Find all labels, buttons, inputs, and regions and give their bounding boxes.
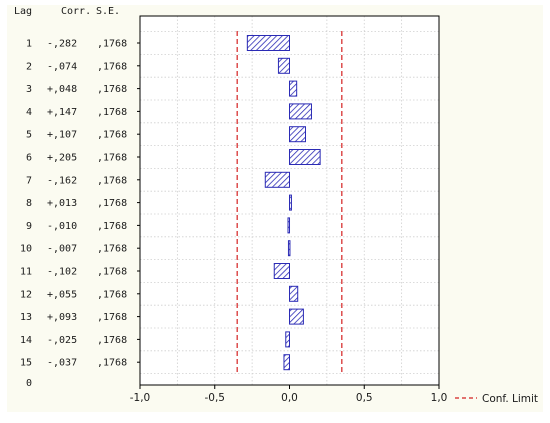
x-tick-label: 1,0: [431, 392, 448, 404]
row-lag-label: 6: [26, 153, 32, 164]
x-tick-label: 0,0: [281, 392, 298, 404]
x-tick-label: 0,5: [356, 392, 373, 404]
row-lag-label: 14: [20, 335, 32, 346]
row-lag-label: 4: [26, 107, 32, 118]
row-se-value: ,1768: [97, 84, 127, 95]
correlation-bar: [283, 354, 291, 371]
correlation-bar: [289, 126, 306, 143]
row-corr-value: +,093: [47, 312, 77, 323]
row-se-value: ,1768: [97, 358, 127, 369]
row-corr-value: +,055: [47, 289, 77, 300]
row-corr-value: -,010: [47, 221, 77, 232]
row-se-value: ,1768: [97, 61, 127, 72]
chart-canvas: Lag Corr. S.E. 1 -,282 ,1768 2 -,074 ,1768 3 +,048…: [7, 5, 543, 412]
row-se-value: ,1768: [97, 198, 127, 209]
row-corr-value: -,282: [47, 39, 77, 50]
row-se-value: ,1768: [97, 244, 127, 255]
correlation-bar: [289, 80, 298, 97]
correlation-bar: [246, 35, 291, 51]
row-lag-label: 15: [20, 358, 32, 369]
correlation-bar: [273, 263, 291, 279]
row-corr-value: -,025: [47, 335, 77, 346]
row-corr-value: -,074: [47, 61, 77, 72]
x-tick-label: -1,0: [130, 392, 151, 404]
row-se-value: ,1768: [97, 175, 127, 186]
row-lag-label: 10: [20, 244, 32, 255]
row-se-value: ,1768: [97, 153, 127, 164]
row-corr-value: -,102: [47, 267, 77, 278]
row-se-value: ,1768: [97, 335, 127, 346]
header-corr: Corr.: [61, 6, 91, 17]
row-corr-value: +,107: [47, 130, 77, 141]
row-se-value: ,1768: [97, 130, 127, 141]
row-corr-value: +,013: [47, 198, 77, 209]
row-lag-label: 13: [20, 312, 32, 323]
row-lag-label: 1: [26, 39, 32, 50]
row-se-value: ,1768: [97, 221, 127, 232]
correlation-bar: [287, 217, 291, 234]
correlation-bar: [289, 308, 304, 325]
row-lag-label: 9: [26, 221, 32, 232]
row-lag-label: 5: [26, 130, 32, 141]
row-lag-label: 8: [26, 198, 32, 209]
row-se-value: ,1768: [97, 39, 127, 50]
row-lag-label: 7: [26, 175, 32, 186]
row-corr-value: -,162: [47, 175, 77, 186]
correlation-bar: [289, 103, 312, 120]
correlation-bar: [264, 171, 291, 188]
correlation-bar: [289, 149, 321, 165]
autocorrelation-chart: Lag Corr. S.E. 1 -,282 ,1768 2 -,074 ,1768 3 +,048…: [14, 6, 538, 405]
header-se: S.E.: [96, 6, 120, 17]
row-corr-value: +,147: [47, 107, 77, 118]
row-lag-label: 11: [20, 267, 32, 278]
row-corr-value: +,205: [47, 153, 77, 164]
row-lag-label: 12: [20, 289, 32, 300]
row-lag-label: 2: [26, 61, 32, 72]
row-corr-value: -,007: [47, 244, 77, 255]
header-lag: Lag: [14, 6, 32, 17]
correlation-bar: [285, 331, 291, 348]
x-tick-label: -0,5: [205, 392, 226, 404]
row-se-value: ,1768: [97, 107, 127, 118]
row-zero-label: 0: [26, 378, 32, 389]
row-corr-value: +,048: [47, 84, 77, 95]
correlation-bar: [289, 285, 299, 302]
correlation-bar: [287, 240, 291, 257]
legend-conf-limit-label: Conf. Limit: [482, 393, 538, 405]
row-se-value: ,1768: [97, 312, 127, 323]
row-se-value: ,1768: [97, 289, 127, 300]
correlation-bar: [289, 194, 292, 211]
row-corr-value: -,037: [47, 358, 77, 369]
row-lag-label: 3: [26, 84, 32, 95]
correlation-bar: [277, 57, 291, 74]
row-se-value: ,1768: [97, 267, 127, 278]
